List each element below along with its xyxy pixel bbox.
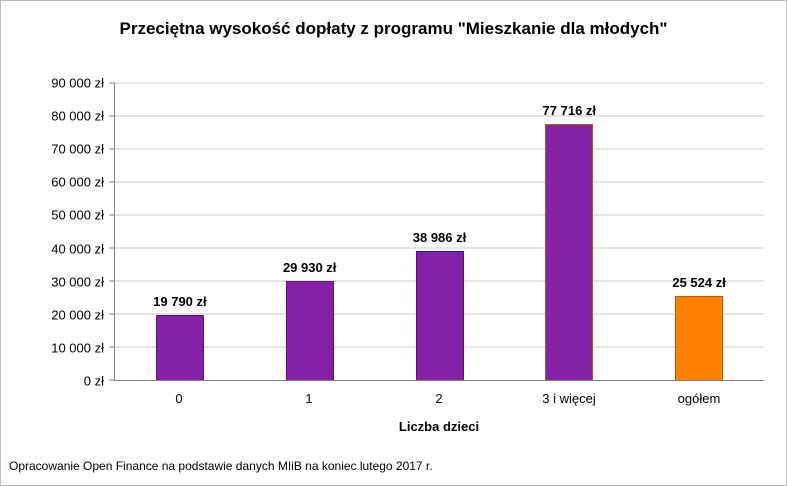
y-axis-tick bbox=[109, 82, 114, 84]
y-axis-tick bbox=[109, 280, 114, 282]
x-axis-tick-label: 2 bbox=[435, 391, 443, 406]
x-axis-title: Liczba dzieci bbox=[398, 419, 480, 434]
gridline bbox=[115, 148, 764, 150]
y-axis-tick bbox=[109, 247, 114, 249]
y-axis-tick bbox=[109, 181, 114, 183]
y-axis-tick-label: 60 000 zł bbox=[51, 174, 104, 190]
y-axis-tick-label: 50 000 zł bbox=[51, 207, 104, 223]
x-axis-tick-label: 3 i więcej bbox=[542, 391, 596, 406]
gridline bbox=[115, 115, 764, 117]
y-axis-tick-label: 10 000 zł bbox=[51, 340, 104, 356]
y-axis-labels: 0 zł 10 000 zł 20 000 zł 30 000 zł 40 000 zł… bbox=[1, 76, 104, 389]
bar-0 bbox=[155, 314, 204, 380]
y-axis-tick bbox=[109, 346, 114, 348]
chart-title: Przeciętna wysokość dopłaty z programu "… bbox=[119, 19, 668, 38]
gridline bbox=[115, 214, 764, 216]
y-axis-tick bbox=[109, 115, 114, 117]
y-axis-tick-label: 90 000 zł bbox=[51, 75, 104, 91]
bar-value-label: 25 524 zł bbox=[672, 274, 726, 290]
y-axis-tick-label: 40 000 zł bbox=[51, 241, 104, 257]
y-axis-tick-label: 20 000 zł bbox=[51, 307, 104, 323]
x-axis-tick-label: ogółem bbox=[677, 391, 721, 406]
y-axis-tick-label: 70 000 zł bbox=[51, 141, 104, 157]
bar-3 i więcej bbox=[545, 123, 594, 380]
bar-value-label: 29 930 zł bbox=[282, 260, 337, 276]
bar-value-label: 19 790 zł bbox=[153, 293, 207, 309]
bar-2 bbox=[415, 251, 464, 380]
source-note: Opracowanie Open Finance na podstawie da… bbox=[9, 459, 433, 473]
bar-ogółem bbox=[675, 295, 724, 380]
plot-area: 19 790 zł 29 930 zł 38 986 zł 77 716 zł 25 5… bbox=[109, 82, 764, 381]
x-axis-tick-label: 0 bbox=[175, 391, 183, 406]
y-axis-tick bbox=[109, 313, 114, 315]
y-axis-tick bbox=[109, 379, 114, 381]
gridline bbox=[115, 247, 764, 249]
x-axis-labels: 0 1 2 3 i więcej ogółem bbox=[114, 391, 764, 411]
y-axis-tick-label: 30 000 zł bbox=[51, 274, 104, 290]
y-axis-tick bbox=[109, 148, 114, 150]
bar-value-label: 38 986 zł bbox=[412, 230, 467, 246]
y-axis-tick-label: 80 000 zł bbox=[51, 108, 104, 124]
y-axis-tick bbox=[109, 214, 114, 216]
x-axis-tick-label: 1 bbox=[305, 391, 313, 406]
y-axis-tick-label: 0 zł bbox=[83, 373, 104, 389]
bar-value-label: 77 716 zł bbox=[542, 102, 597, 118]
gridline bbox=[115, 82, 764, 84]
bar-1 bbox=[285, 281, 334, 380]
gridline bbox=[115, 181, 764, 183]
